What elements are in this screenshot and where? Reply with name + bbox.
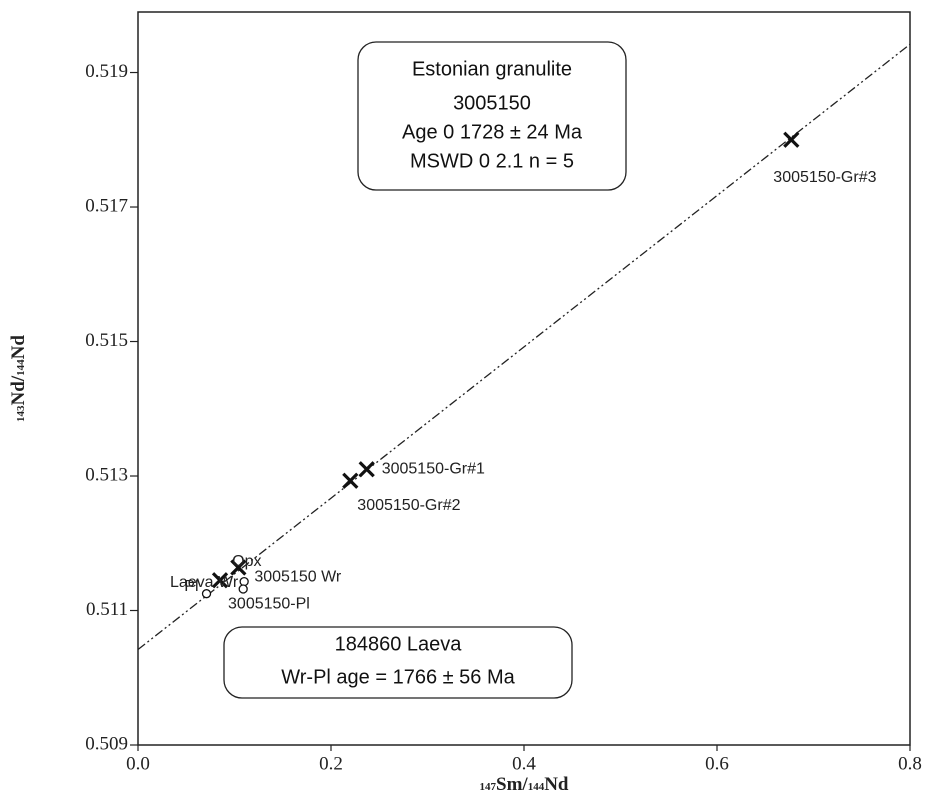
data-point bbox=[230, 559, 247, 576]
annotation-text: 3005150 bbox=[453, 92, 531, 114]
x-axis-label-part: 144 bbox=[528, 781, 545, 793]
y-axis-label: 143Nd/144Nd bbox=[8, 335, 29, 422]
x-axis-label-part: Nd bbox=[544, 774, 569, 795]
y-axis-label-part: 143 bbox=[15, 405, 27, 422]
y-tick-label: 0.517 bbox=[85, 195, 128, 216]
data-point bbox=[238, 584, 248, 594]
data-point bbox=[201, 589, 212, 599]
circle-marker bbox=[239, 576, 249, 587]
isochron-line bbox=[137, 43, 911, 651]
point-label: 3005150-Pl bbox=[228, 595, 310, 612]
x-marker bbox=[358, 461, 375, 478]
y-axis-label-part: 144 bbox=[15, 359, 27, 376]
annotation-box bbox=[223, 626, 573, 699]
circle-marker bbox=[238, 584, 248, 594]
data-point bbox=[239, 576, 249, 587]
point-label: Laeva Wr bbox=[170, 574, 239, 591]
y-tick-label: 0.515 bbox=[85, 330, 128, 351]
annotation-text: Age 0 1728 ± 24 Ma bbox=[402, 121, 583, 143]
annotation-text: 184860 Laeva bbox=[335, 633, 463, 655]
x-tick-label: 0.4 bbox=[512, 753, 536, 774]
data-point bbox=[211, 572, 229, 589]
x-marker bbox=[230, 559, 247, 576]
point-label: 3005150-Gr#2 bbox=[357, 497, 460, 514]
annotation-text: MSWD 0 2.1 n = 5 bbox=[410, 150, 574, 172]
data-point bbox=[358, 461, 375, 478]
point-label: 3005150-Gr#1 bbox=[382, 461, 485, 478]
circle-marker bbox=[201, 589, 212, 599]
x-tick-label: 0.6 bbox=[705, 753, 729, 774]
x-tick-label: 0.2 bbox=[319, 753, 343, 774]
x-axis-label-part: 147 bbox=[480, 781, 497, 793]
y-tick-label: 0.513 bbox=[85, 464, 128, 485]
y-tick-label: 0.519 bbox=[85, 61, 128, 82]
x-marker bbox=[211, 572, 229, 589]
x-tick-label: 0.0 bbox=[126, 753, 150, 774]
point-label: Pl bbox=[184, 578, 198, 595]
y-tick-label: 0.509 bbox=[85, 733, 128, 754]
y-tick-label: 0.511 bbox=[86, 599, 128, 620]
x-marker bbox=[783, 131, 800, 148]
point-label: 3005150-Gr#3 bbox=[773, 169, 876, 186]
annotation-text: Estonian granulite bbox=[412, 58, 572, 80]
point-label: 3005150 Wr bbox=[254, 569, 342, 586]
data-point bbox=[783, 131, 800, 148]
data-point bbox=[342, 472, 359, 489]
x-tick-label: 0.8 bbox=[898, 753, 922, 774]
x-marker bbox=[342, 472, 359, 489]
y-axis-label-part: Nd/ bbox=[8, 375, 29, 405]
x-axis-label-part: Sm/ bbox=[496, 774, 528, 795]
y-axis-label-part: Nd bbox=[8, 335, 29, 360]
annotation-box bbox=[357, 41, 627, 191]
annotation-text: Wr-Pl age = 1766 ± 56 Ma bbox=[281, 666, 515, 688]
x-axis-label: 147Sm/144Nd bbox=[480, 774, 569, 795]
point-label: Opx bbox=[232, 553, 261, 570]
